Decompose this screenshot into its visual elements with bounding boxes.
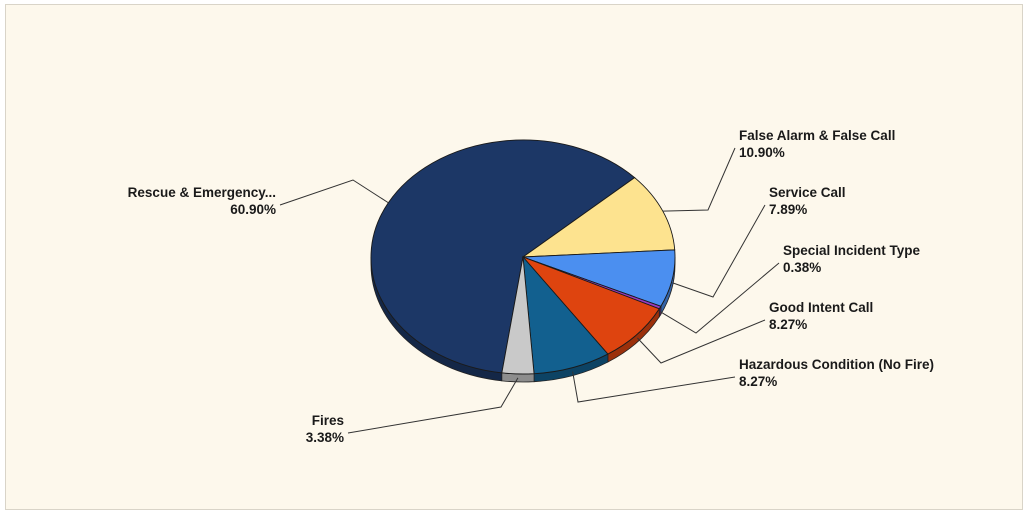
slice-value-fires: 3.38% [306, 430, 344, 445]
leader-fires [347, 377, 519, 434]
leader-lines [279, 147, 780, 434]
slice-labels: Rescue & Emergency... 60.90% False Alarm &… [128, 128, 934, 445]
slice-label-fires: Fires [312, 413, 344, 428]
slice-value-good-intent-call: 8.27% [769, 317, 807, 332]
leader-service-call [672, 204, 766, 298]
leader-rescue-emergency [279, 179, 389, 206]
leader-hazardous-condition-no-fire [572, 371, 736, 403]
leader-special-incident-type [659, 262, 780, 334]
pie-slices [370, 139, 676, 375]
slice-label-service-call: Service Call [769, 185, 846, 200]
slice-value-special-incident-type: 0.38% [783, 260, 821, 275]
slice-label-false-alarm-false-call: False Alarm & False Call [739, 128, 895, 143]
slice-value-rescue-emergency: 60.90% [230, 202, 276, 217]
chart-panel: Rescue & Emergency... 60.90% False Alarm &… [5, 4, 1023, 510]
slice-label-rescue-emergency: Rescue & Emergency... [128, 185, 276, 200]
slice-false-alarm-false-call[interactable] [521, 177, 676, 258]
slice-rescue-emergency[interactable] [370, 139, 636, 374]
slice-fires[interactable] [501, 256, 535, 375]
slice-label-good-intent-call: Good Intent Call [769, 300, 873, 315]
leader-false-alarm-false-call [662, 147, 736, 212]
slice-value-false-alarm-false-call: 10.90% [739, 145, 785, 160]
leader-good-intent-call [637, 319, 766, 364]
slice-value-hazardous-condition-no-fire: 8.27% [739, 374, 777, 389]
slice-label-hazardous-condition-no-fire: Hazardous Condition (No Fire) [739, 357, 934, 372]
slice-value-service-call: 7.89% [769, 202, 807, 217]
slice-label-special-incident-type: Special Incident Type [783, 243, 921, 258]
pie-chart: Rescue & Emergency... 60.90% False Alarm &… [128, 128, 934, 445]
